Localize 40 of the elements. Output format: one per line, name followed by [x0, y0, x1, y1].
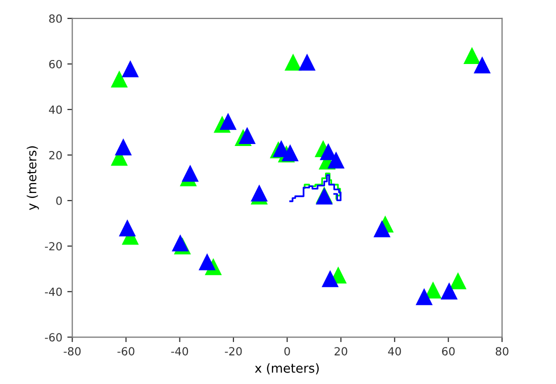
- point: [474, 56, 491, 74]
- point: [182, 164, 199, 182]
- point: [450, 272, 467, 290]
- y-tick-label: -20: [44, 242, 62, 250]
- point: [114, 138, 132, 156]
- point: [322, 270, 339, 288]
- point: [282, 144, 299, 162]
- y-axis-title: y (meters): [26, 146, 39, 210]
- x-tick-label: -40: [171, 347, 188, 356]
- y-tick-label: 20: [49, 151, 62, 160]
- x-tick-label: 20: [334, 347, 348, 356]
- point: [440, 282, 458, 300]
- y-tick-label: -40: [44, 288, 62, 296]
- point: [220, 112, 237, 130]
- point: [284, 54, 302, 71]
- point: [172, 234, 189, 252]
- point: [328, 152, 345, 169]
- point: [298, 54, 316, 71]
- y-tick-label: 60: [49, 60, 62, 68]
- point: [118, 219, 136, 236]
- point: [238, 126, 256, 144]
- point: [373, 220, 390, 238]
- x-tick-label: 80: [496, 347, 508, 356]
- y-tick-label: -60: [44, 333, 62, 342]
- x-tick-label: 0: [284, 347, 290, 356]
- point: [122, 60, 139, 78]
- x-tick-label: -60: [117, 347, 134, 356]
- point: [110, 70, 128, 88]
- point: [198, 253, 216, 270]
- x-tick-label: -20: [224, 347, 242, 356]
- y-tick-label: 40: [48, 105, 62, 114]
- x-tick-label: 60: [442, 347, 455, 356]
- point: [250, 184, 268, 202]
- x-tick-label: -80: [64, 347, 81, 356]
- x-tick-label: 40: [388, 347, 401, 356]
- x-axis-title: x (meters): [254, 363, 319, 374]
- y-tick-label: 0: [56, 196, 62, 205]
- y-tick-label: 80: [49, 14, 62, 23]
- point: [416, 288, 433, 306]
- point: [463, 47, 480, 64]
